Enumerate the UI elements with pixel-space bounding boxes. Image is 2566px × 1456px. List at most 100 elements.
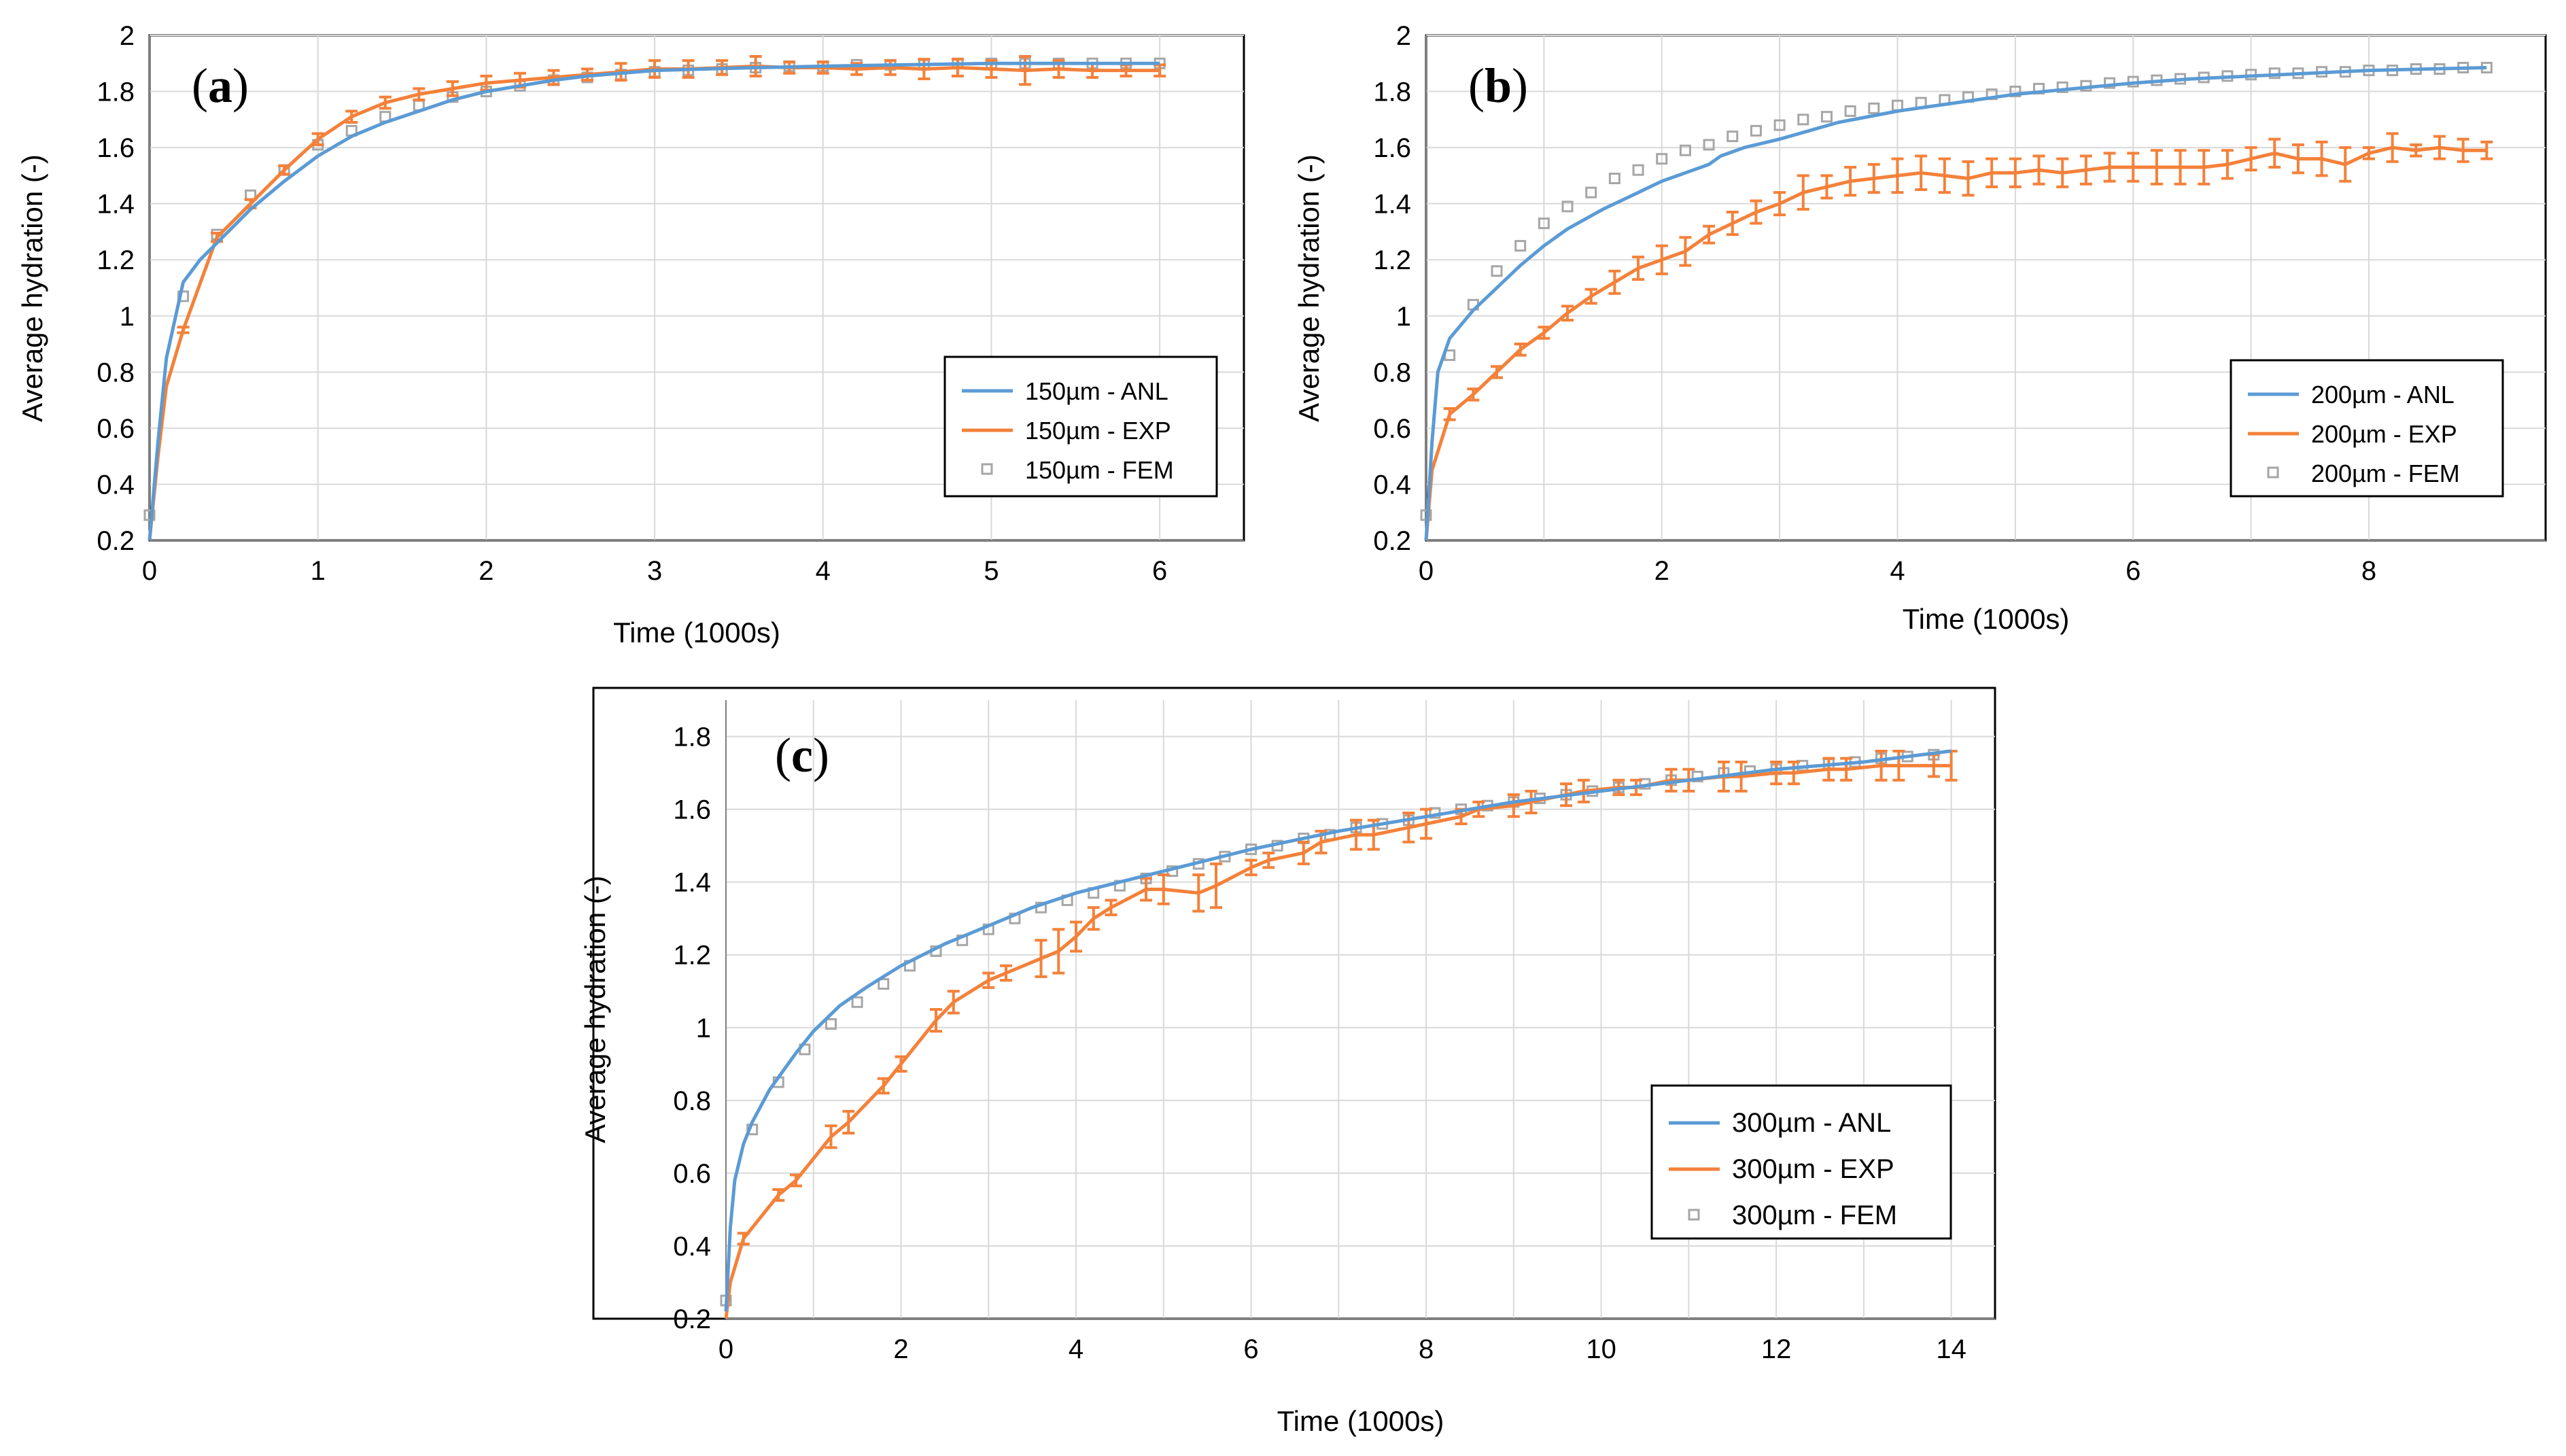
exp-error-bar xyxy=(2127,152,2140,183)
legend-label: 150µm - FEM xyxy=(1025,456,1174,484)
fem-point xyxy=(1491,265,1503,277)
fem-point xyxy=(1561,201,1574,213)
exp-error-bar xyxy=(1915,154,1928,192)
x-tick-label: 0 xyxy=(142,556,157,586)
legend-label: 200µm - EXP xyxy=(2311,420,2457,448)
y-tick-label: 1.4 xyxy=(1373,190,1411,220)
legend-label: 200µm - FEM xyxy=(2311,460,2460,487)
x-tick-label: 4 xyxy=(1890,556,1905,586)
y-tick-label: 0.6 xyxy=(673,1159,711,1189)
y-tick-label: 1.6 xyxy=(1373,133,1411,163)
exp-error-bar xyxy=(825,1124,837,1149)
legend-label: 300µm - FEM xyxy=(1732,1200,1897,1230)
exp-error-bar xyxy=(2150,149,2163,186)
exp-error-bar xyxy=(1891,157,1904,194)
exp-error-bar xyxy=(446,80,459,97)
exp-error-bar xyxy=(1000,964,1013,982)
exp-error-bar xyxy=(1019,54,1031,86)
exp-error-bar xyxy=(1703,224,1716,245)
legend-entry: 150µm - ANL xyxy=(962,377,1168,405)
exp-error-bar xyxy=(2315,140,2328,177)
exp-error-bar xyxy=(951,58,964,77)
exp-error-bar xyxy=(1420,808,1433,840)
x-tick-label: 2 xyxy=(479,556,493,586)
legend-entry: 200µm - ANL xyxy=(2248,381,2455,409)
exp-error-bar xyxy=(1986,157,1998,188)
exp-error-bar xyxy=(1797,174,1809,211)
fem-point xyxy=(1820,111,1833,123)
exp-error-bar xyxy=(2009,157,2022,188)
exp-error-bar xyxy=(2386,132,2399,163)
x-axis-title: Time (1000s) xyxy=(1277,1405,1444,1437)
exp-error-bar xyxy=(2056,157,2069,188)
exp-error-bar xyxy=(1297,840,1310,865)
legend-label: 200µm - ANL xyxy=(2311,381,2455,409)
exp-error-bar xyxy=(1140,877,1153,902)
x-tick-label: 6 xyxy=(1152,556,1167,586)
exp-error-bar xyxy=(1679,236,1692,267)
x-tick-label: 8 xyxy=(2361,556,2376,586)
legend: 150µm - ANL 150µm - EXP 150µm - FEM xyxy=(943,356,1218,498)
exp-error-bar xyxy=(1538,326,1550,340)
exp-error-bar xyxy=(947,990,960,1015)
exp-error-bar xyxy=(2198,149,2210,186)
exp-error-bar xyxy=(1262,851,1275,869)
panel-label: (b) xyxy=(1468,58,1528,113)
exp-error-bar xyxy=(547,69,560,86)
exp-error-bar xyxy=(2433,135,2446,160)
exp-error-bar xyxy=(1192,873,1205,913)
panel-label: (c) xyxy=(775,728,829,782)
exp-error-bar xyxy=(1608,269,1621,295)
fem-point xyxy=(1727,131,1739,143)
x-tick-label: 4 xyxy=(1069,1334,1083,1364)
legend-entry: 150µm - FEM xyxy=(981,456,1174,484)
exp-error-bar xyxy=(1070,920,1083,953)
fem-point xyxy=(1608,173,1620,185)
exp-error-bar xyxy=(2480,140,2493,160)
exp-error-bar xyxy=(1561,305,1574,322)
exp-error-bar xyxy=(345,109,358,124)
fem-point xyxy=(1868,102,1880,114)
fem-point xyxy=(1703,139,1715,151)
legend-box xyxy=(2230,359,2504,498)
exp-error-bar xyxy=(1820,174,1833,200)
exp-error-bar xyxy=(877,1077,890,1095)
exp-error-bar xyxy=(1787,761,1800,786)
y-tick-label: 2 xyxy=(1396,21,1411,51)
exp-error-bar xyxy=(2244,146,2257,172)
y-tick-label: 1.2 xyxy=(673,941,711,971)
fem-point xyxy=(1844,105,1856,117)
exp-error-bar xyxy=(1726,211,1739,237)
legend-marker xyxy=(2267,466,2279,479)
legend-marker xyxy=(1688,1209,1700,1221)
y-axis-title: Average hydration (-) xyxy=(16,154,48,422)
exp-error-bar xyxy=(790,1173,803,1188)
exp-error-bar xyxy=(895,1055,907,1073)
exp-error-bar xyxy=(1770,761,1783,786)
exp-error-bar xyxy=(1875,749,1888,782)
exp-error-bar xyxy=(1105,899,1117,916)
exp-error-bar xyxy=(1087,906,1100,931)
y-tick-label: 0.8 xyxy=(673,1086,711,1116)
fem-point xyxy=(1679,144,1691,156)
y-tick-label: 1.2 xyxy=(97,245,135,275)
x-tick-label: 2 xyxy=(893,1334,908,1364)
y-tick-label: 2 xyxy=(120,21,135,51)
x-tick-label: 0 xyxy=(718,1334,733,1364)
exp-error-bar xyxy=(1035,939,1047,978)
exp-error-bar xyxy=(842,1109,855,1134)
y-tick-label: 0.4 xyxy=(673,1232,711,1262)
anl-line xyxy=(724,749,1952,1312)
legend-entry: 200µm - FEM xyxy=(2267,460,2460,487)
exp-error-bar xyxy=(1822,757,1835,782)
exp-error-bar xyxy=(1210,862,1223,909)
exp-error-bar xyxy=(1938,157,1951,194)
legend-marker xyxy=(981,463,993,475)
anl-line xyxy=(1424,66,2487,541)
y-tick-label: 1.8 xyxy=(97,77,135,107)
panel-label: (a) xyxy=(192,58,249,113)
fem-point xyxy=(1773,119,1786,131)
exp-error-bar xyxy=(2221,149,2234,180)
exp-error-bar xyxy=(413,87,426,101)
